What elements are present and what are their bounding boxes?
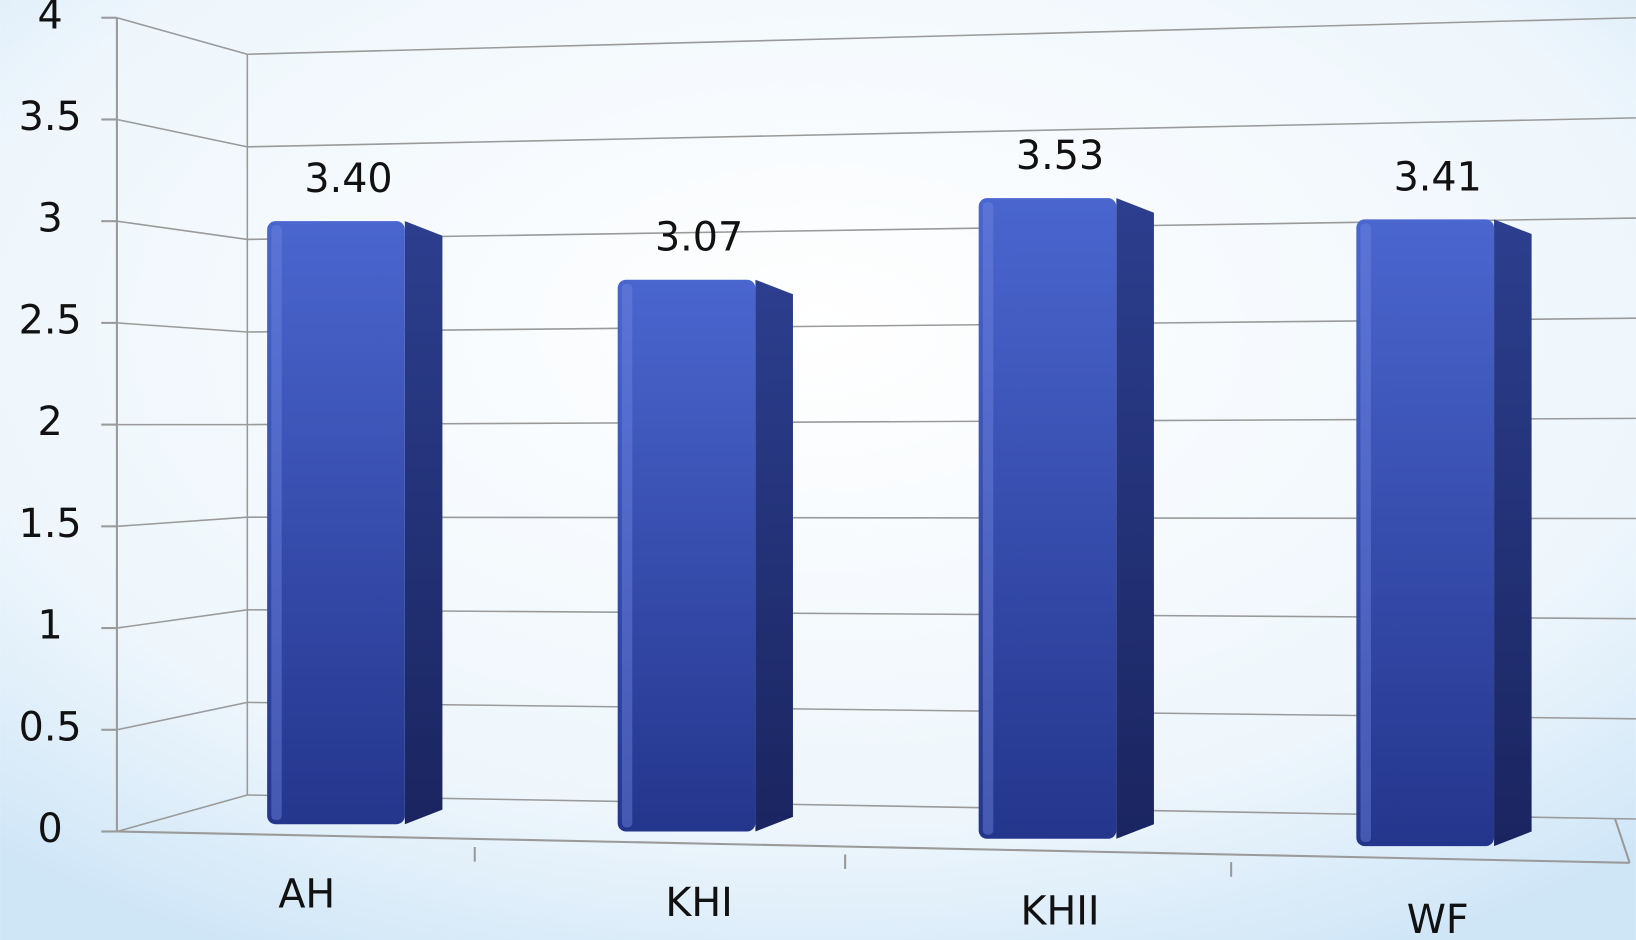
grid-connector [116,794,248,833]
bar-highlight [982,202,994,835]
x-axis-end [1614,818,1631,864]
grid-connector [116,609,248,629]
value-label: 3.07 [655,215,743,261]
y-tick-label: 3.5 [19,94,82,140]
y-tick-label: 2.5 [19,297,82,343]
x-tick-label: KHII [1020,888,1099,934]
y-tick-label: 0.5 [19,704,82,750]
grid-connector [116,322,248,333]
bar-highlight [1360,223,1371,842]
y-tick-label: 2 [38,399,63,445]
bar [267,221,405,825]
y-tick-label: 3 [38,196,63,242]
y-tick-label: 4 [38,0,63,38]
grid-connector [116,516,248,528]
grid-line [247,117,1636,148]
bar-highlight [621,283,633,828]
bar [1356,219,1495,847]
grid-connector [116,16,248,56]
bar-side [755,279,793,832]
y-tick-label: 1.5 [19,501,82,547]
value-label: 3.40 [304,156,392,202]
x-axis [116,830,1630,864]
value-label: 3.53 [1016,133,1104,179]
grid-connector [116,701,248,731]
bar-highlight [271,225,282,821]
bar-side [1116,198,1154,839]
x-tick-label: KHI [665,880,732,926]
grid-connector [116,220,248,241]
x-tick-label: AH [278,872,335,918]
bar-side [404,221,443,825]
bar-side [1494,219,1532,847]
bar [617,279,756,832]
x-tick-label: WF [1407,897,1469,940]
grid-connector [116,118,248,148]
grid-line [247,16,1636,56]
y-tick-label: 0 [38,806,63,852]
value-label: 3.41 [1394,154,1482,200]
bar [978,198,1117,839]
y-tick-label: 1 [38,603,63,649]
